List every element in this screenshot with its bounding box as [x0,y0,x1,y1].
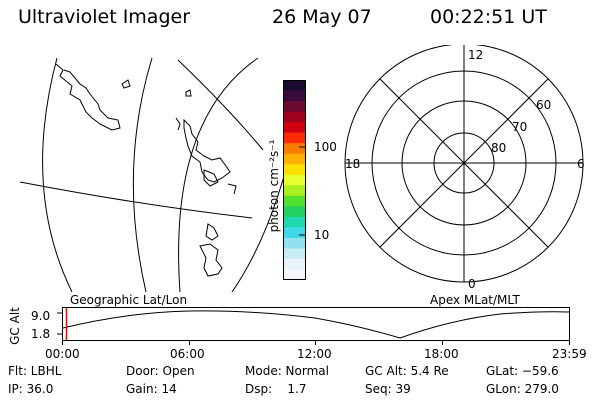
map-coastline [199,243,223,277]
color-bar-cell [283,90,306,102]
color-bar-cell [283,248,306,260]
polar-diagonal [379,78,549,248]
map-coastline [205,223,219,241]
color-bar-cell [283,258,306,271]
timeline-xtick-label: 06:00 [170,347,205,361]
map-meridian [132,57,153,293]
status-door: Door: Open [126,364,195,378]
timeline-xtick-label: 18:00 [424,347,459,361]
status-ip: IP: 36.0 [8,382,54,396]
mlt-label-18: 18 [345,157,361,171]
map-meridian [177,59,264,151]
mlt-label-12: 12 [468,48,484,62]
timeline-left-caption: Geographic Lat/Lon [70,293,188,307]
status-gain: Gain: 14 [126,382,177,396]
timeline-xtick-label: 12:00 [297,347,332,361]
mlat-label-70: 70 [512,120,528,134]
map-meridian [42,57,73,293]
color-bar-tick-label: 100 [314,140,337,154]
timeline-frame [62,307,570,341]
color-bar-cell [283,111,306,123]
timeline-ytick: 9.0 [31,309,51,323]
status-glon: GLon: 279.0 [486,382,559,396]
color-bar-cell [283,195,306,207]
timeline-right-caption: Apex MLat/MLT [430,293,520,307]
timeline-ytick: 1.8 [31,327,51,341]
color-bar [283,80,306,280]
mlat-label-80: 80 [491,141,507,155]
color-bar-cell [283,101,306,113]
timeline-xtick-label: 23:59 [552,347,587,361]
color-bar-cell [283,80,306,92]
mlat-label-60: 60 [536,98,552,112]
color-bar-cell [283,174,306,186]
color-bar-cell [283,185,306,197]
color-bar-cell [283,237,306,250]
color-bar-cell [283,153,306,165]
color-bar-tick-label: 10 [314,228,330,242]
map-coastline [55,63,121,131]
color-bar-cell [283,164,306,176]
color-bar-cell [283,122,306,134]
instrument-title: Ultraviolet Imager [18,6,191,28]
mlt-label-6: 6 [577,157,585,171]
status-mode: Mode: Normal [245,364,329,378]
status-glat: GLat: −59.6 [486,364,559,378]
status-gc-alt: GC Alt: 5.4 Re [365,364,449,378]
map-meridian [178,57,259,293]
color-bar-cell [283,143,306,155]
status-filter: Flt: LBHL [8,364,62,378]
altitude-curve [62,310,570,339]
map-coastline [185,89,192,97]
map-coastline [183,118,231,183]
status-dsp: Dsp: 1.7 [245,382,307,396]
map-coastline [227,183,237,195]
color-bar-cell [283,216,306,228]
date-label: 26 May 07 [272,6,372,28]
time-label: 00:22:51 UT [430,6,547,28]
mlt-label-0: 0 [468,277,476,291]
color-bar-frame [283,80,306,280]
status-seq: Seq: 39 [365,382,411,396]
color-bar-cell [283,269,306,280]
color-bar-cell [283,132,306,144]
timeline-xtick-label: 00:00 [45,347,80,361]
color-bar-cell [283,206,306,218]
map-coastline [121,79,131,89]
polar-plot [344,45,584,283]
map-parallel [19,181,253,219]
map-coastline [203,169,219,187]
color-bar-cell [283,227,306,239]
map-coastline [175,117,181,131]
